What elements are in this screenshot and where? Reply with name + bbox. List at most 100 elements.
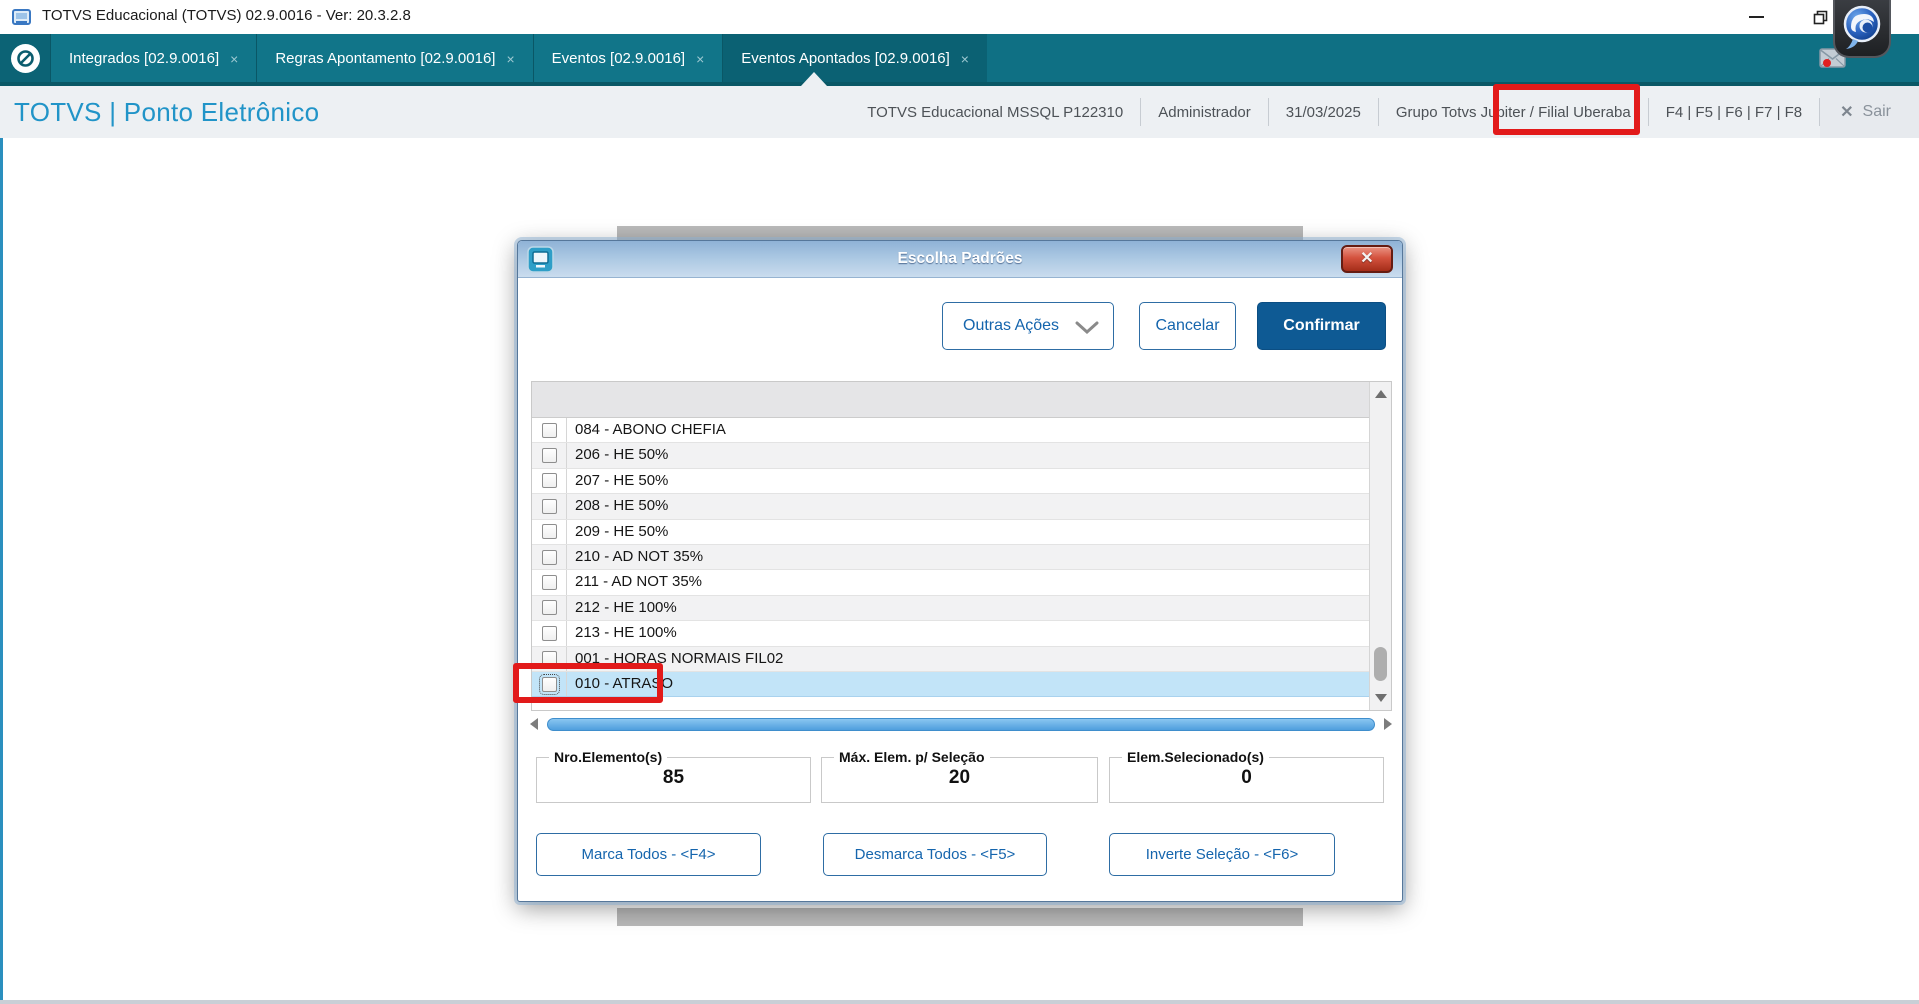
horizontal-scrollbar[interactable] (528, 715, 1394, 733)
stat-selected-elements: Elem.Selecionado(s) 0 (1109, 749, 1384, 803)
outras-acoes-button[interactable]: Outras Ações (942, 302, 1114, 350)
row-checkbox[interactable] (538, 673, 560, 695)
tab-integrados[interactable]: Integrados [02.9.0016] × (50, 34, 257, 82)
arrow-up-icon (1375, 390, 1387, 398)
row-checkbox-cell (532, 544, 567, 570)
row-checkbox[interactable] (541, 422, 557, 438)
tab-close-icon[interactable]: × (506, 50, 515, 67)
list-item[interactable]: 209 - HE 50% (532, 519, 1369, 545)
row-checkbox[interactable] (541, 524, 557, 540)
row-checkbox[interactable] (541, 575, 557, 591)
content-area: Escolha Padrões ✕ Outras Ações Cancelar … (0, 138, 1919, 1004)
list-item[interactable]: 210 - AD NOT 35% (532, 544, 1369, 571)
row-checkbox[interactable] (541, 600, 557, 616)
escolha-padroes-dialog: Escolha Padrões ✕ Outras Ações Cancelar … (517, 240, 1403, 902)
inverte-selecao-button[interactable]: Inverte Seleção - <F6> (1109, 833, 1335, 876)
vertical-scrollbar-thumb[interactable] (1374, 647, 1387, 681)
home-menu-button[interactable] (0, 34, 50, 82)
desmarca-todos-button[interactable]: Desmarca Todos - <F5> (823, 833, 1047, 876)
scroll-down-button[interactable] (1370, 689, 1392, 707)
row-checkbox[interactable] (541, 549, 557, 565)
row-checkbox-cell (532, 519, 567, 544)
row-label: 211 - AD NOT 35% (575, 573, 703, 591)
row-checkbox[interactable] (541, 473, 557, 489)
list-item[interactable]: 207 - HE 50% (532, 468, 1369, 495)
tab-eventos-apontados[interactable]: Eventos Apontados [02.9.0016] × (722, 34, 987, 86)
row-checkbox-cell (532, 494, 567, 519)
list-item[interactable]: 213 - HE 100% (532, 621, 1369, 647)
dialog-titlebar[interactable]: Escolha Padrões ✕ (518, 241, 1402, 278)
tab-close-icon[interactable]: × (696, 50, 705, 67)
row-label: 212 - HE 100% (575, 598, 677, 616)
exit-x-icon: ✕ (1840, 104, 1854, 121)
inverte-selecao-label: Inverte Seleção - <F6> (1145, 846, 1299, 863)
divider (1267, 98, 1269, 126)
totvs-home-icon (10, 43, 40, 73)
row-checkbox[interactable] (541, 448, 557, 464)
row-label: 010 - ATRASO (575, 674, 674, 692)
vertical-scrollbar[interactable] (1369, 382, 1391, 710)
window-left-edge (0, 138, 3, 1000)
scroll-right-button[interactable] (1382, 718, 1394, 730)
dialog-title: Escolha Padrões (897, 250, 1023, 267)
company-label: Grupo Totvs Jupiter / Filial Uberaba (1379, 104, 1648, 121)
totvs-logo-badge[interactable] (1833, 0, 1891, 58)
date-label: 31/03/2025 (1285, 103, 1361, 121)
app-header: TOTVS | Ponto Eletrônico TOTVS Educacion… (0, 86, 1919, 138)
window-title: TOTVS Educacional (TOTVS) 02.9.0016 - Ve… (42, 7, 411, 24)
tab-eventos[interactable]: Eventos [02.9.0016] × (532, 34, 723, 82)
row-checkbox[interactable] (541, 498, 557, 514)
row-label: 084 - ABONO CHEFIA (575, 421, 726, 438)
list-item[interactable]: 212 - HE 100% (532, 595, 1369, 622)
row-label: 208 - HE 50% (575, 497, 669, 515)
stat-label: Máx. Elem. p/ Seleção (839, 749, 985, 765)
list-item[interactable]: 211 - AD NOT 35% (532, 570, 1369, 596)
dialog-icon (527, 246, 554, 278)
tab-label: Eventos Apontados [02.9.0016] (741, 49, 950, 67)
restore-button[interactable] (1797, 0, 1843, 34)
row-checkbox-cell (532, 646, 567, 671)
tab-close-icon[interactable]: × (230, 50, 239, 67)
window-bottom-edge (0, 1000, 1919, 1004)
divider (1819, 98, 1821, 126)
row-checkbox-cell (532, 671, 567, 697)
row-checkbox[interactable] (541, 625, 557, 641)
stat-label: Nro.Elemento(s) (554, 749, 663, 765)
stat-value: 20 (948, 767, 971, 788)
list-item[interactable]: 010 - ATRASO (532, 671, 1369, 698)
list-item[interactable]: 208 - HE 50% (532, 494, 1369, 520)
tab-regras-apontamento[interactable]: Regras Apontamento [02.9.0016] × (256, 34, 533, 82)
exit-button[interactable]: ✕ Sair (1820, 86, 1919, 138)
restore-icon (1813, 10, 1827, 24)
scroll-left-button[interactable] (528, 718, 540, 730)
dialog-close-button[interactable]: ✕ (1341, 245, 1393, 273)
minimize-button[interactable] (1733, 0, 1779, 34)
scroll-up-button[interactable] (1370, 385, 1392, 403)
confirm-button[interactable]: Confirmar (1257, 302, 1386, 350)
chevron-down-icon (1075, 321, 1099, 334)
list-item[interactable]: 001 - HORAS NORMAIS FIL02 (532, 646, 1369, 672)
stat-value: 0 (1241, 767, 1252, 788)
row-label: 001 - HORAS NORMAIS FIL02 (575, 649, 784, 667)
list-item[interactable]: 206 - HE 50% (532, 443, 1369, 469)
totvs-logo-icon (1843, 5, 1881, 49)
row-label: 207 - HE 50% (575, 471, 669, 489)
function-keys-label: F4 | F5 | F6 | F7 | F8 (1665, 103, 1803, 121)
branch-label: Filial Uberaba (1538, 103, 1631, 121)
outras-acoes-label: Outras Ações (963, 317, 1060, 334)
grid-header (532, 382, 1369, 418)
row-checkbox-cell (532, 621, 567, 646)
list-item[interactable]: 084 - ABONO CHEFIA (532, 418, 1369, 444)
row-checkbox-cell (532, 570, 567, 595)
row-checkbox[interactable] (541, 651, 557, 667)
row-checkbox-cell (532, 418, 567, 443)
horizontal-scrollbar-thumb[interactable] (547, 717, 1375, 731)
arrow-left-icon (530, 718, 538, 730)
cancel-button[interactable]: Cancelar (1139, 302, 1236, 350)
tab-label: Regras Apontamento [02.9.0016] (275, 49, 496, 67)
marca-todos-button[interactable]: Marca Todos - <F4> (536, 833, 761, 876)
tab-close-icon[interactable]: × (960, 50, 969, 67)
cancel-label: Cancelar (1155, 317, 1220, 334)
background-window-edge-bottom (617, 908, 1303, 926)
